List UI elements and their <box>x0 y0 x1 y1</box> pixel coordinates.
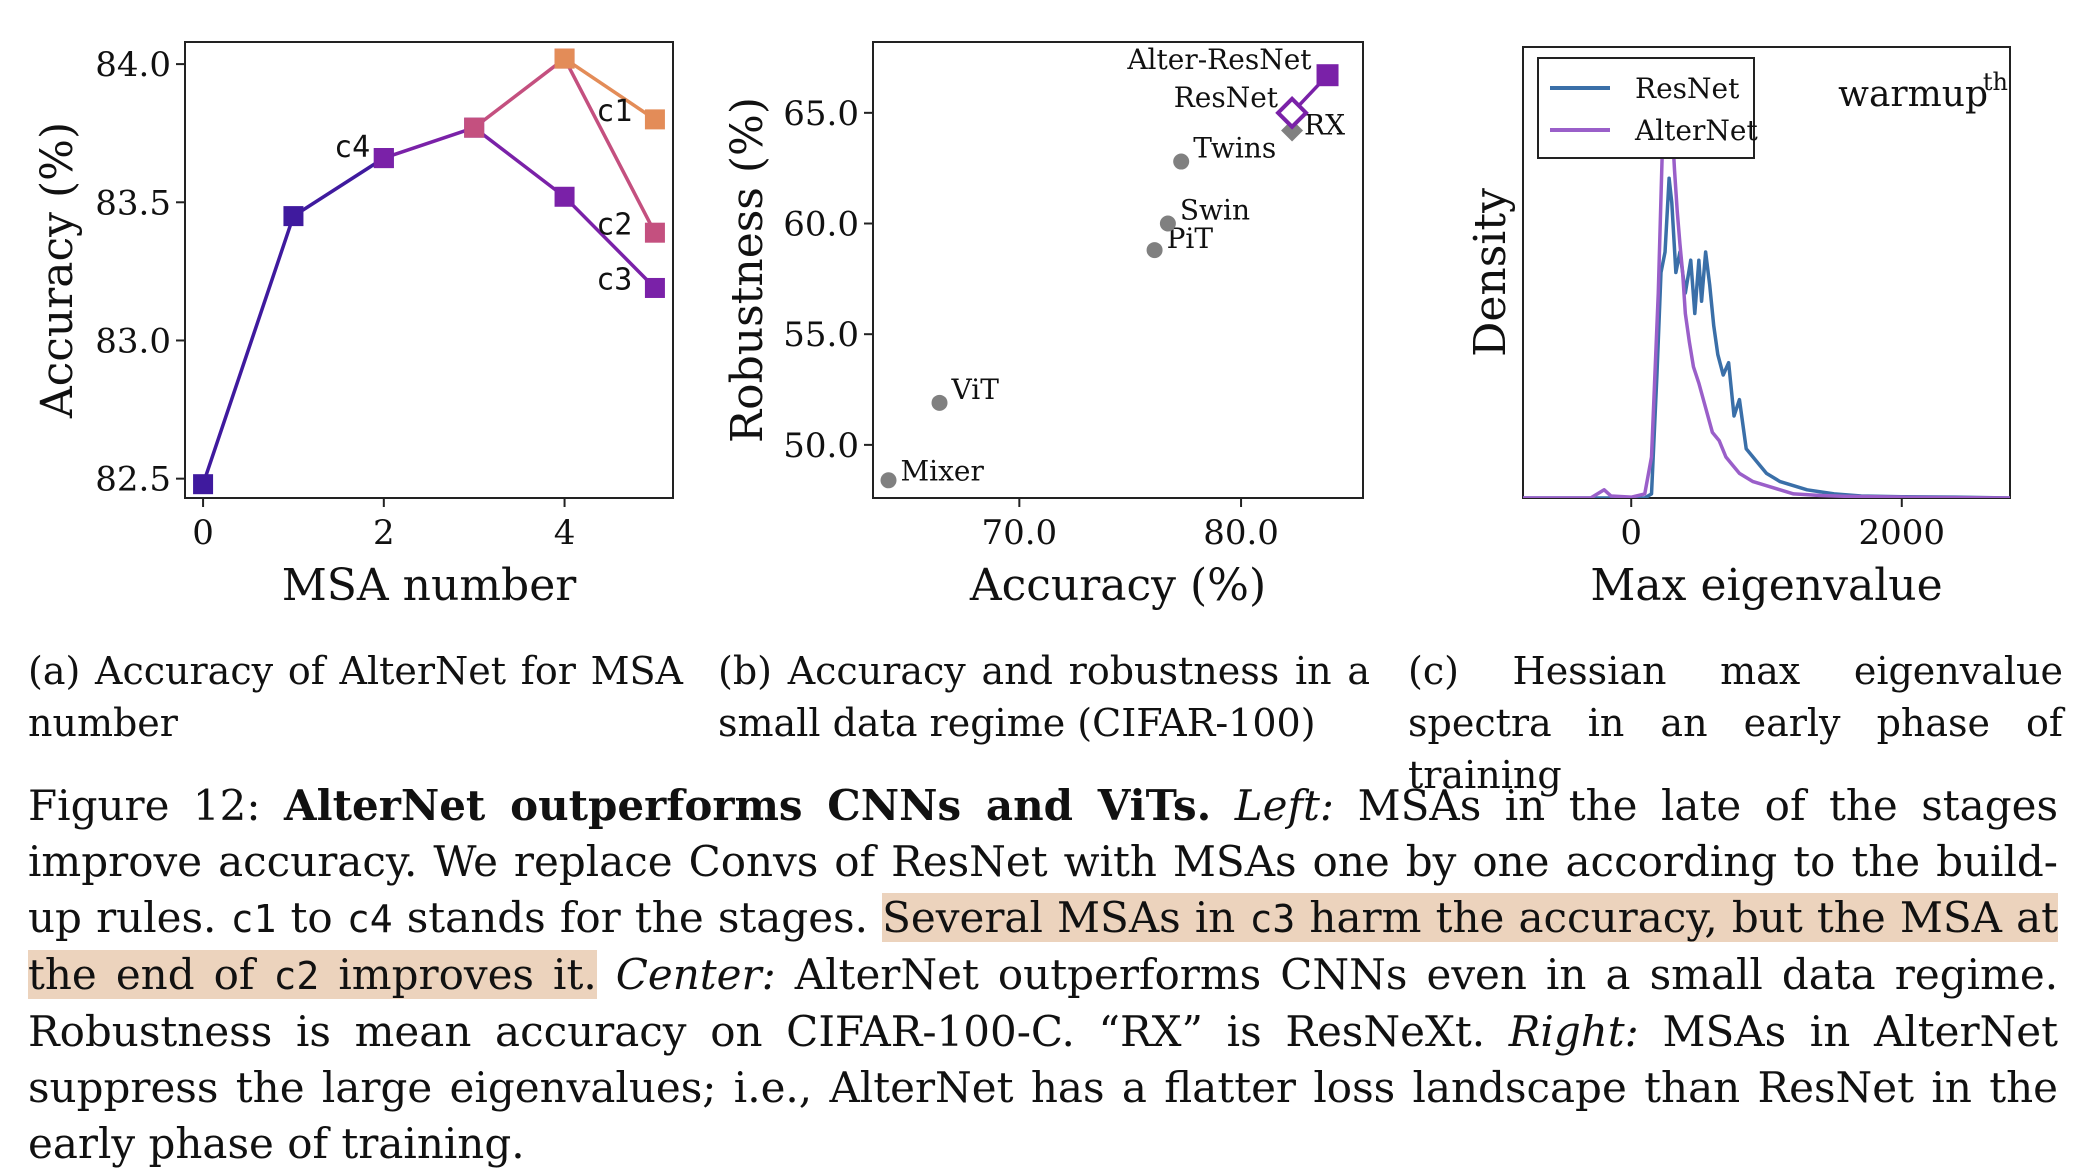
subcaption-b: (b) Accuracy and robustness in a small d… <box>718 649 1370 745</box>
subcaption-c: (c) Hessian max eigenvalue spectra in an… <box>1408 649 2063 797</box>
series-point-c3 <box>644 277 665 298</box>
series-point-c3 <box>373 148 394 169</box>
panel-b-ytick-label: 55.0 <box>783 315 859 355</box>
center-label: Center: <box>615 950 776 999</box>
panel-a-ytick-label: 82.5 <box>95 460 171 500</box>
panel-c-xlabel: Max eigenvalue <box>1590 560 1942 611</box>
panel-b-ylabel: Robustness (%) <box>722 97 773 443</box>
panel-b-xtick-label: 80.0 <box>1203 513 1279 553</box>
panel-a-ytick-label: 83.0 <box>95 321 171 361</box>
annotation-c4: c4 <box>334 130 370 165</box>
point-swin-label: Swin <box>1180 194 1250 227</box>
point-twins <box>1173 153 1190 170</box>
series-line-alternet <box>1523 86 2010 498</box>
series-point-c4 <box>193 474 214 495</box>
subcaption-a: (a) Accuracy of AlterNet for MSA number <box>28 649 683 745</box>
panel-a-xlabel: MSA number <box>282 560 578 611</box>
series-point-c4 <box>283 206 304 227</box>
series-point-c2 <box>464 117 485 138</box>
point-rx <box>1281 119 1304 142</box>
point-twins-label: Twins <box>1193 132 1276 165</box>
annotation-c2: c2 <box>596 207 632 242</box>
series-point-c2 <box>644 222 665 243</box>
panel-a-xtick-label: 0 <box>192 513 214 553</box>
legend-label-alternet: AlterNet <box>1634 114 1758 147</box>
panel-b-ytick-label: 50.0 <box>783 426 859 466</box>
to-word: to <box>290 893 333 942</box>
point-mixer <box>880 472 897 489</box>
panel-a-ytick-label: 83.5 <box>95 183 171 223</box>
left-text-1: MSAs in the late of the stages improve a… <box>28 781 2059 942</box>
series-point-c1 <box>554 48 575 69</box>
panel-b-ytick-label: 65.0 <box>783 94 859 134</box>
code-c2: c2 <box>273 954 320 998</box>
figure-caption: Figure 12: AlterNet outperforms CNNs and… <box>28 778 2058 1172</box>
point-rx-label: RX <box>1304 109 1345 142</box>
series-point-c3 <box>554 186 575 207</box>
panel-b-xtick-label: 70.0 <box>981 513 1057 553</box>
panel-c-xtick-label: 0 <box>1620 513 1642 553</box>
panel-a-axes <box>184 41 674 499</box>
panel-a-xtick-label: 4 <box>554 513 576 553</box>
right-label: Right: <box>1508 1007 1639 1056</box>
left-text-2: stands for the stages. <box>406 893 868 942</box>
warmup-annotation: warmup <box>1838 74 1988 115</box>
code-c1: c1 <box>230 897 277 941</box>
figure-title: AlterNet outperforms CNNs and ViTs. <box>284 781 1212 830</box>
panel-b-axes <box>872 41 1364 499</box>
figure-panels: 0 2 4 82.5 83.0 83.5 84.0 MSA number Accuracy (%… <box>32 41 2011 611</box>
code-c3: c3 <box>1249 897 1296 941</box>
panel-c-axes <box>1522 46 2011 499</box>
annotation-c1: c1 <box>596 94 632 129</box>
warmup-superscript: th <box>1983 68 2008 96</box>
figure-label: Figure 12: <box>28 781 261 830</box>
point-swin <box>1159 215 1176 232</box>
center-text: AlterNet outperforms CNNs even in a smal… <box>28 950 2059 1056</box>
left-label: Left: <box>1234 781 1335 830</box>
panel-c-ylabel: Density <box>1465 188 1516 357</box>
annotation-c3: c3 <box>596 263 632 298</box>
code-c4: c4 <box>346 897 393 941</box>
series-line-c3 <box>383 125 657 290</box>
panel-b-xlabel: Accuracy (%) <box>969 560 1266 611</box>
point-mixer-label: Mixer <box>901 454 985 487</box>
point-resnet <box>1275 96 1309 130</box>
highlight-part-2: harm the accuracy, but the MSA at the en… <box>28 893 2058 999</box>
point-vit <box>931 394 948 411</box>
legend-label-resnet: ResNet <box>1635 72 1740 105</box>
panel-b-ytick-label: 60.0 <box>783 205 859 245</box>
point-alter-resnet-label: Alter-ResNet <box>1126 43 1312 76</box>
right-text: MSAs in AlterNet suppress the large eige… <box>28 1007 2059 1168</box>
panel-c-xtick-label: 2000 <box>1859 513 1946 553</box>
point-alter-resnet <box>1316 64 1339 87</box>
point-pit <box>1146 242 1163 259</box>
point-vit-label: ViT <box>951 373 1000 406</box>
highlight-part-3: improves it. <box>338 950 597 999</box>
panel-a-ytick-label: 84.0 <box>95 45 171 85</box>
highlight-part-1: Several MSAs in <box>882 893 1236 942</box>
series-line-resnet <box>1523 176 2010 498</box>
panel-a-ylabel: Accuracy (%) <box>32 122 83 419</box>
point-resnet-label: ResNet <box>1174 81 1279 114</box>
series-point-c1 <box>644 109 665 130</box>
series-line-c1 <box>563 57 656 121</box>
panel-a-xtick-label: 2 <box>373 513 395 553</box>
legend-box <box>1537 57 1755 159</box>
